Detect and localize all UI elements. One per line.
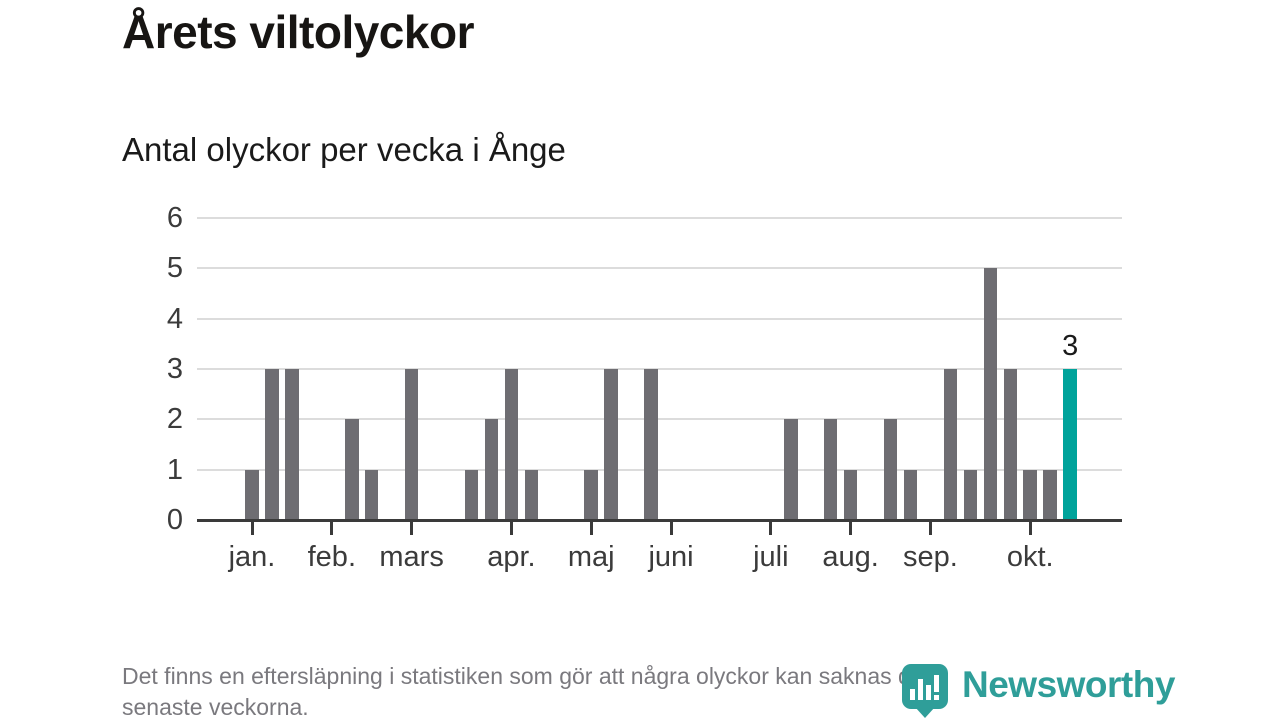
bar-week-3 [285, 369, 299, 520]
y-axis-label-6: 6 [166, 202, 183, 235]
bar-week-13 [484, 419, 499, 520]
newsworthy-pin-barchart-icon [901, 663, 949, 720]
x-axis-tick-feb [330, 522, 334, 535]
bar-week-12 [464, 469, 479, 520]
bar-week-9 [404, 369, 419, 520]
highlight-value-label: 3 [1062, 330, 1079, 362]
y-axis-label-0: 0 [166, 504, 183, 536]
bar-week-37 [963, 469, 978, 520]
gridline-y-3 [197, 368, 1122, 370]
footnote-line-2: senaste veckorna. [122, 694, 309, 720]
x-axis-tick-juni [669, 522, 673, 535]
bar-week-7 [364, 469, 379, 520]
gridline-y-1 [197, 468, 1122, 471]
x-axis-tick-mars [410, 522, 414, 535]
x-axis-label-juni: juni [648, 541, 694, 573]
bar-week-2 [265, 369, 279, 520]
newsworthy-logo-text: Newsworthy [962, 664, 1175, 705]
bar-week-36 [943, 369, 958, 520]
bar-week-21 [644, 369, 658, 520]
x-axis-line [197, 519, 1122, 522]
x-axis-label-mars: mars [379, 541, 444, 573]
x-axis-tick-apr [509, 522, 513, 535]
bar-week-18 [584, 469, 598, 520]
x-axis-label-feb: feb. [307, 541, 356, 573]
gridline-y-4 [197, 317, 1122, 320]
chart-subtitle: Antal olyckor per vecka i Ånge [122, 131, 566, 168]
y-axis-label-1: 1 [166, 453, 183, 486]
y-axis-label-3: 3 [166, 353, 183, 385]
x-axis-tick-maj [589, 522, 593, 535]
y-axis-label-4: 4 [166, 302, 183, 335]
bar-week-34 [903, 469, 918, 520]
x-axis-tick-okt [1028, 522, 1032, 535]
x-axis-tick-jan [250, 522, 254, 535]
bar-week-14 [504, 369, 519, 520]
bar-week-40 [1023, 469, 1037, 520]
x-axis-label-sep: sep. [903, 541, 958, 573]
bar-week-30 [823, 419, 838, 520]
bar-week-38 [983, 268, 998, 520]
y-axis-label-5: 5 [166, 252, 183, 285]
footnote: Det finns en eftersläpning i statistiken… [122, 661, 924, 720]
x-axis-label-apr: apr. [487, 541, 536, 573]
x-axis-tick-juli [769, 522, 773, 535]
bar-week-41 [1043, 469, 1057, 520]
bar-week-15 [524, 469, 539, 520]
x-axis-label-okt: okt. [1006, 541, 1054, 573]
x-axis-label-juli: juli [753, 541, 789, 573]
bar-week-42-highlight [1063, 369, 1077, 520]
x-axis-label-maj: maj [567, 541, 615, 573]
bar-week-39 [1003, 369, 1018, 520]
chart-title: Årets viltolyckor [122, 6, 474, 58]
bar-week-1 [245, 469, 259, 520]
bar-week-28 [784, 419, 798, 520]
y-axis-label-2: 2 [166, 403, 183, 436]
x-axis-label-aug: aug. [822, 541, 879, 573]
newsworthy-logo: Newsworthy [901, 663, 1175, 720]
gridline-y-2 [197, 418, 1122, 421]
x-axis-tick-aug [849, 522, 853, 535]
x-axis-label-jan: jan. [228, 541, 276, 573]
gridline-y-6 [197, 217, 1122, 220]
bar-week-6 [345, 419, 359, 520]
bar-week-33 [883, 419, 898, 520]
footnote-line-1: Det finns en eftersläpning i statistiken… [122, 663, 924, 689]
bar-week-19 [604, 369, 618, 520]
bar-week-31 [843, 469, 858, 520]
gridline-y-5 [197, 267, 1122, 270]
x-axis-tick-sep [928, 522, 932, 535]
